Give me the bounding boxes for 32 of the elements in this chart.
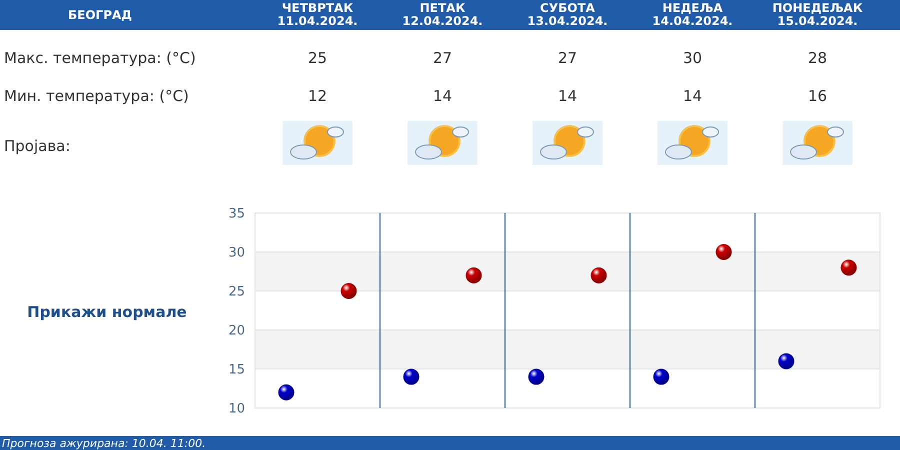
data-label: 27 bbox=[558, 49, 578, 67]
data-label: 16 bbox=[808, 87, 828, 105]
text: 12.04.2024. bbox=[402, 14, 483, 28]
y-tick-label: 15 bbox=[228, 362, 245, 378]
y-tick-label: 35 bbox=[228, 206, 245, 222]
y-tick-label: 10 bbox=[228, 402, 245, 417]
text: СУБОТА bbox=[540, 1, 596, 15]
data-label: 14 bbox=[682, 87, 702, 105]
text: 14.04.2024. bbox=[652, 14, 733, 28]
text: ПОНЕДЕЉАК bbox=[772, 1, 863, 15]
text: Мин. температура: (°C) bbox=[4, 87, 189, 105]
data-label: 27 bbox=[432, 49, 452, 67]
text: 11.04.2024. bbox=[277, 14, 358, 28]
text: Прикажи нормале bbox=[27, 303, 187, 321]
text: НЕДЕЉА bbox=[662, 1, 724, 15]
text: Макс. температура: (°C) bbox=[4, 49, 196, 67]
data-label: 30 bbox=[682, 49, 702, 67]
text: Пројава: bbox=[4, 137, 70, 155]
text: Прогноза ажурирана: 10.04. 11:00. bbox=[2, 437, 206, 450]
data-label: 14 bbox=[558, 87, 578, 105]
text: ПЕТАК bbox=[420, 1, 466, 15]
text: ЧЕТВРТАК bbox=[282, 1, 354, 15]
data-label: 25 bbox=[308, 49, 328, 67]
text: 15.04.2024. bbox=[777, 14, 858, 28]
y-tick-label: 25 bbox=[228, 284, 245, 300]
data-label: 12 bbox=[308, 87, 328, 105]
data-label: 28 bbox=[808, 49, 828, 67]
text: БЕОГРАД bbox=[68, 8, 132, 22]
text: 13.04.2024. bbox=[527, 14, 608, 28]
y-tick-label: 20 bbox=[228, 324, 245, 339]
y-tick-label: 30 bbox=[228, 246, 245, 261]
data-label: 14 bbox=[432, 87, 452, 105]
